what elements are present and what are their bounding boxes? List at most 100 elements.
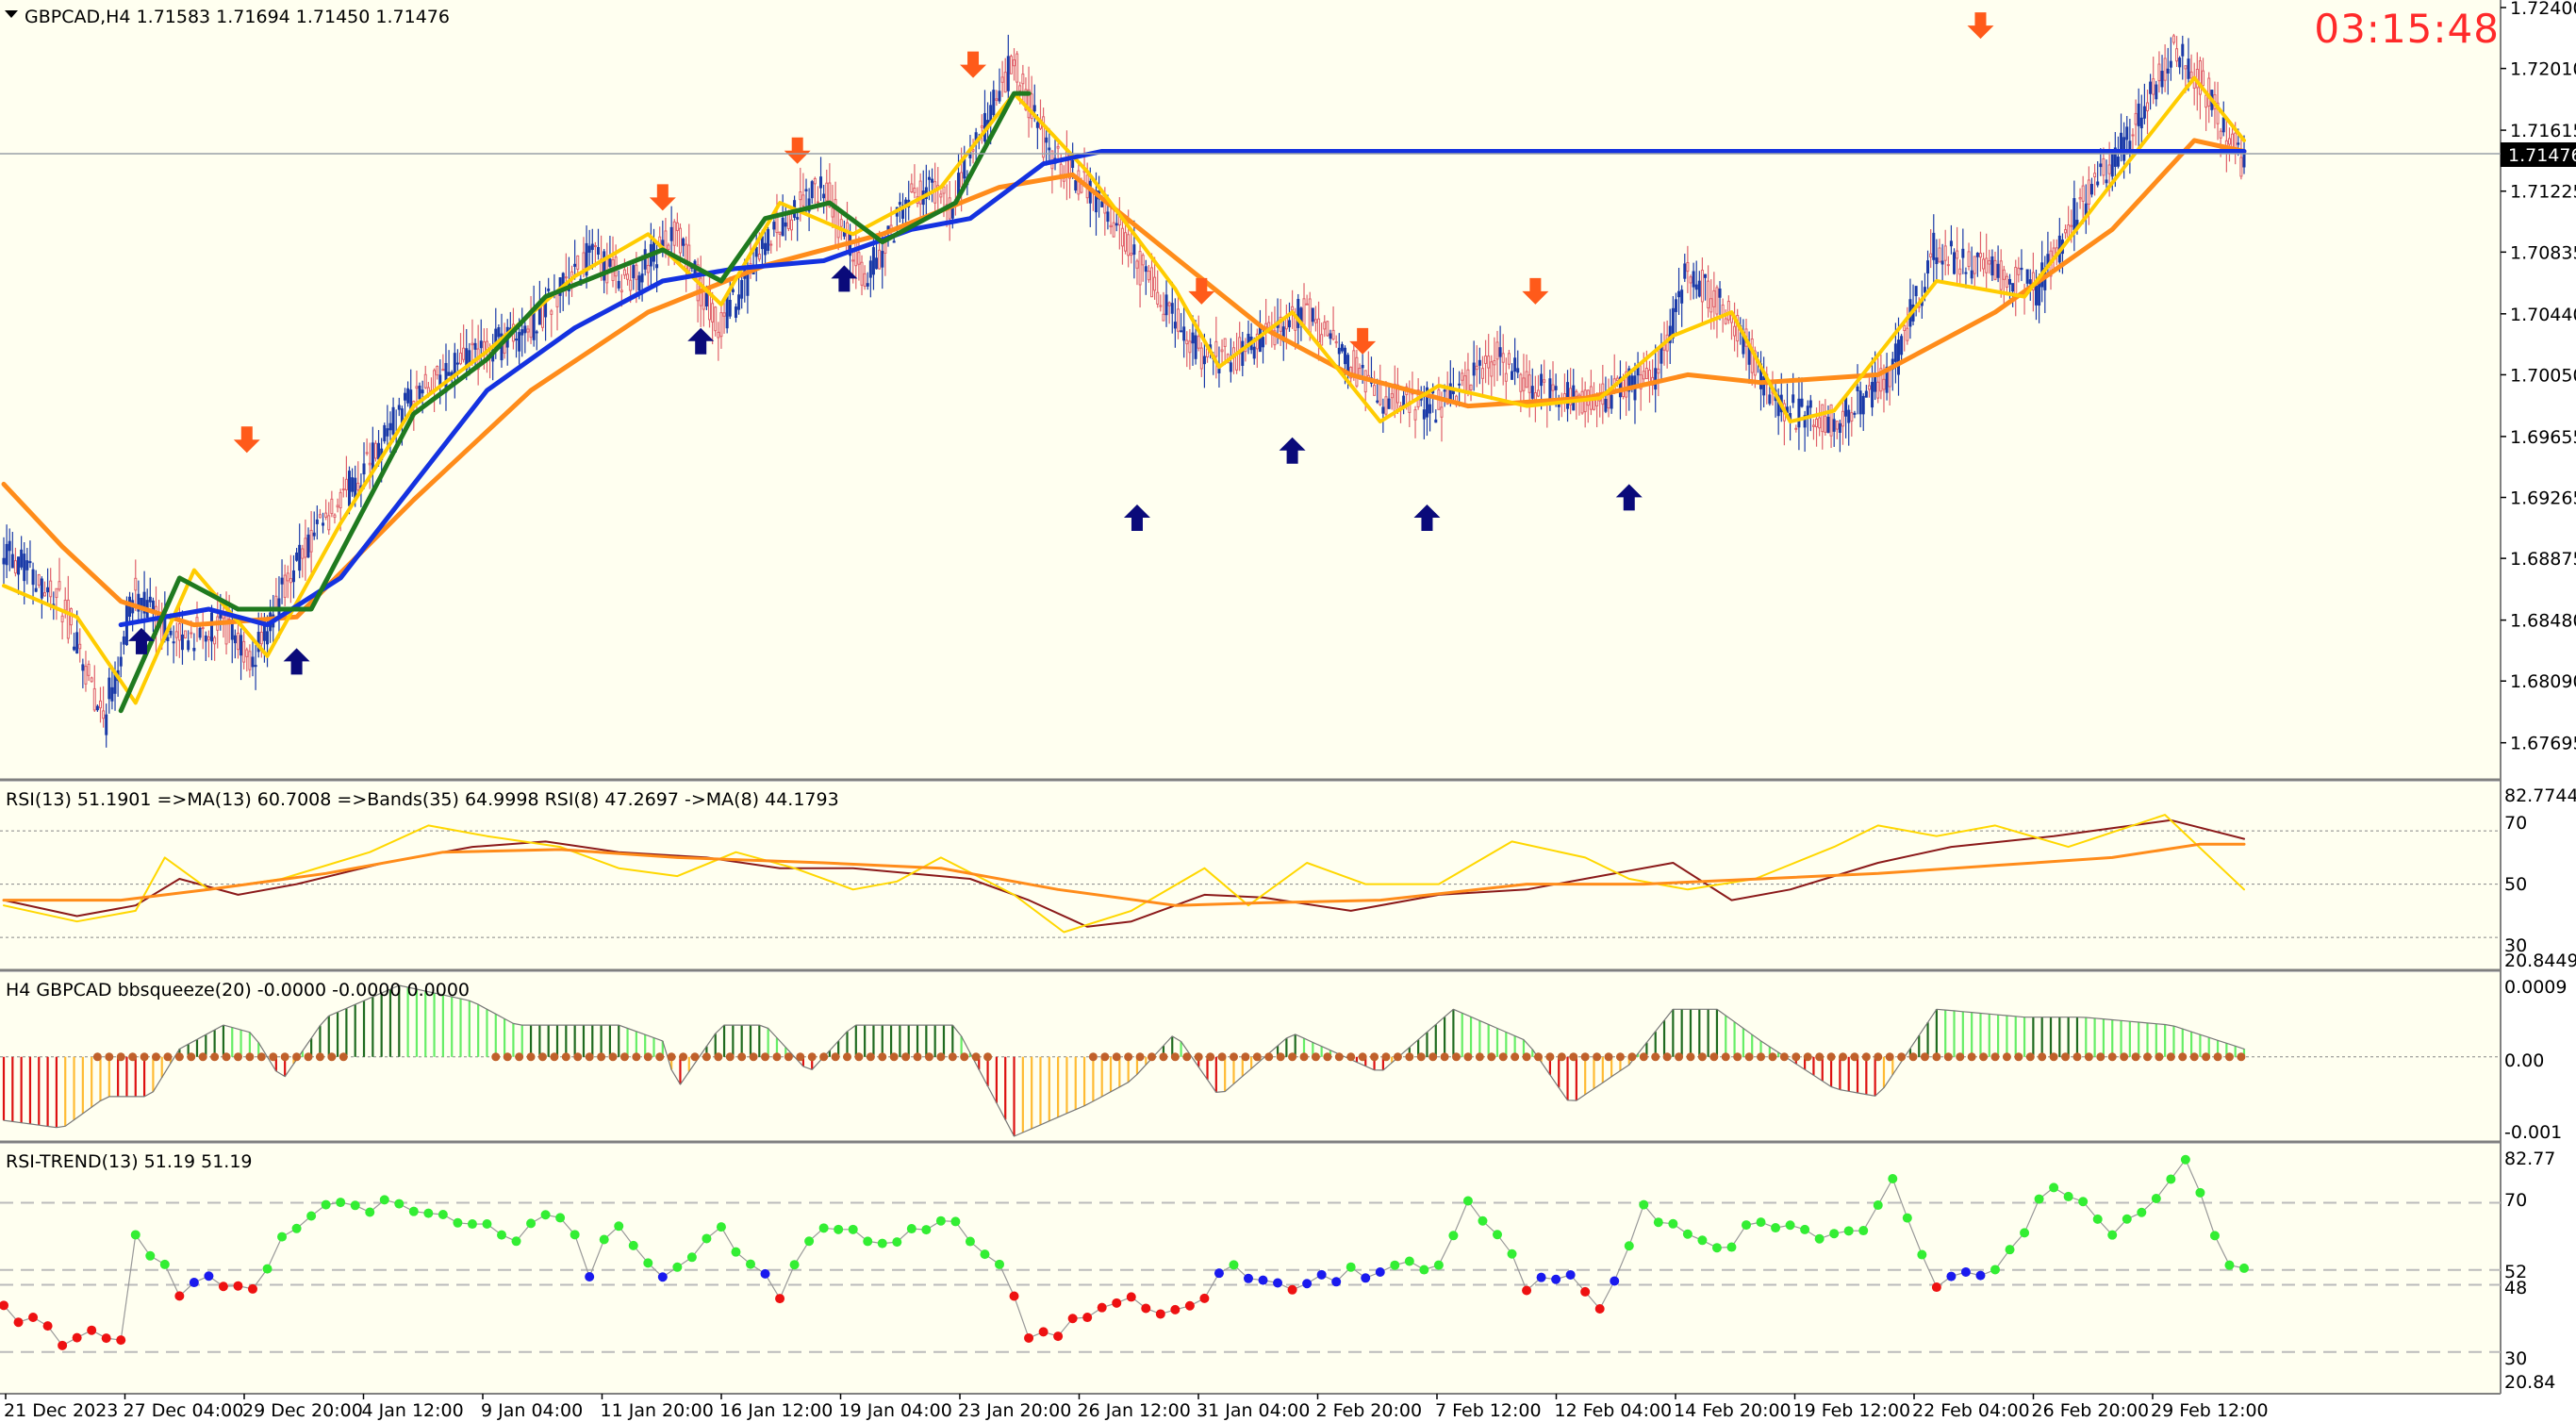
candle-body[interactable] (769, 243, 773, 246)
candle-body[interactable] (365, 452, 369, 455)
candle-body[interactable] (863, 273, 867, 288)
candle-body[interactable] (1030, 93, 1033, 120)
candle-body[interactable] (142, 591, 146, 614)
candle-body[interactable] (66, 599, 70, 639)
candle-body[interactable] (2008, 278, 2012, 285)
candle-body[interactable] (1466, 369, 1470, 394)
candle-body[interactable] (453, 353, 456, 375)
candle-body[interactable] (1592, 399, 1595, 410)
candle-body[interactable] (1768, 394, 1772, 405)
candle-body[interactable] (1199, 347, 1203, 370)
candle-body[interactable] (722, 312, 726, 317)
candle-body[interactable] (404, 392, 407, 401)
candle-body[interactable] (1923, 287, 1926, 293)
candle-body[interactable] (347, 471, 351, 506)
candle-body[interactable] (1885, 366, 1889, 393)
candle-body[interactable] (2149, 81, 2153, 94)
candle-body[interactable] (137, 593, 140, 612)
candle-body[interactable] (619, 289, 623, 293)
candle-body[interactable] (737, 294, 741, 310)
candle-body[interactable] (1856, 386, 1859, 391)
candle-body[interactable] (1970, 270, 1973, 279)
candle-body[interactable] (34, 587, 38, 592)
candle-body[interactable] (801, 194, 805, 207)
candle-body[interactable] (1615, 377, 1619, 381)
candle-body[interactable] (2002, 269, 2006, 280)
candle-body[interactable] (13, 560, 17, 574)
candle-body[interactable] (90, 677, 93, 683)
candle-body[interactable] (1604, 398, 1608, 412)
candle-body[interactable] (1197, 336, 1200, 349)
candle-body[interactable] (1443, 389, 1446, 392)
candle-body[interactable] (1478, 359, 1481, 366)
candle-body[interactable] (1173, 322, 1177, 329)
candle-body[interactable] (198, 627, 202, 638)
candle-body[interactable] (8, 540, 11, 552)
candle-body[interactable] (520, 329, 524, 336)
candle-body[interactable] (2139, 117, 2143, 129)
candle-body[interactable] (1938, 247, 1941, 263)
candle-body[interactable] (819, 176, 823, 189)
candle-body[interactable] (386, 428, 389, 437)
candle-body[interactable] (764, 242, 768, 256)
candle-body[interactable] (910, 183, 914, 192)
candle-body[interactable] (1308, 298, 1312, 335)
candle-body[interactable] (2125, 126, 2129, 141)
candle-body[interactable] (98, 700, 102, 709)
candle-body[interactable] (1317, 318, 1321, 343)
candle-body[interactable] (1422, 409, 1426, 420)
candle-body[interactable] (1013, 59, 1016, 67)
candle-body[interactable] (2087, 179, 2090, 205)
candle-body[interactable] (786, 212, 790, 229)
candle-body[interactable] (1176, 308, 1180, 332)
candle-body[interactable] (473, 342, 477, 350)
candle-body[interactable] (2221, 117, 2225, 133)
candle-body[interactable] (1724, 318, 1727, 324)
candle-body[interactable] (1461, 372, 1464, 381)
candle-body[interactable] (25, 560, 29, 570)
candle-body[interactable] (1525, 371, 1528, 389)
candle-body[interactable] (781, 217, 784, 237)
candle-body[interactable] (1712, 289, 1716, 307)
candle-body[interactable] (2107, 164, 2111, 174)
candle-body[interactable] (1618, 376, 1622, 398)
candle-body[interactable] (757, 253, 761, 260)
candle-body[interactable] (1797, 398, 1801, 428)
candle-body[interactable] (174, 631, 178, 638)
candle-body[interactable] (1167, 302, 1171, 306)
candle-body[interactable] (28, 561, 32, 564)
candle-body[interactable] (84, 666, 88, 685)
candle-body[interactable] (122, 636, 125, 645)
candle-body[interactable] (1888, 370, 1891, 388)
candle-body[interactable] (1487, 356, 1491, 369)
candle-body[interactable] (1961, 248, 1965, 258)
candle-body[interactable] (608, 258, 612, 267)
candle-body[interactable] (851, 259, 855, 262)
candle-body[interactable] (2089, 184, 2093, 195)
candle-body[interactable] (81, 664, 85, 671)
candle-body[interactable] (245, 649, 249, 657)
candle-body[interactable] (87, 663, 91, 676)
candle-body[interactable] (219, 614, 223, 619)
candle-body[interactable] (1379, 384, 1382, 405)
candle-body[interactable] (526, 328, 530, 333)
candle-body[interactable] (436, 366, 439, 376)
candle-body[interactable] (266, 631, 270, 645)
candle-body[interactable] (1551, 384, 1555, 391)
candle-body[interactable] (1214, 340, 1218, 357)
candle-body[interactable] (63, 600, 67, 611)
candle-body[interactable] (1484, 356, 1488, 364)
candle-body[interactable] (617, 280, 620, 289)
candle-body[interactable] (1956, 250, 1959, 259)
candle-body[interactable] (868, 260, 872, 278)
candle-body[interactable] (810, 181, 814, 199)
candle-body[interactable] (913, 188, 916, 193)
candle-body[interactable] (2237, 142, 2240, 145)
candle-body[interactable] (1943, 245, 1947, 261)
candle-body[interactable] (1879, 368, 1883, 392)
candle-body[interactable] (1376, 400, 1379, 403)
candle-body[interactable] (2181, 43, 2185, 57)
candle-body[interactable] (383, 424, 387, 442)
candle-body[interactable] (315, 519, 319, 524)
candle-body[interactable] (459, 352, 463, 365)
